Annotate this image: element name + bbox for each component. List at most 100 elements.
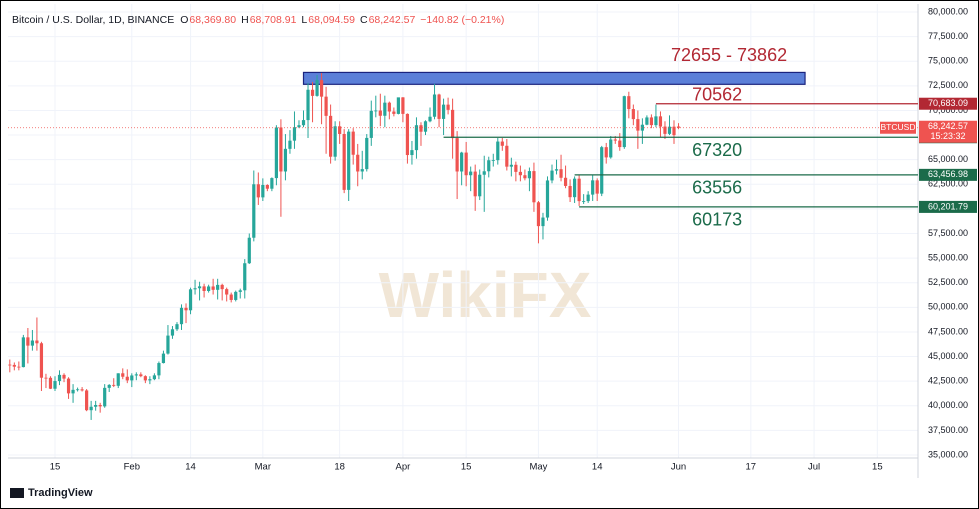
candle-body (324, 96, 328, 116)
candle-body (161, 353, 166, 364)
candle-body (283, 148, 288, 172)
candle-body (559, 169, 563, 178)
candle-body (636, 119, 640, 131)
ohlc-key: H (241, 14, 249, 26)
candle-body (21, 337, 25, 368)
candle-body (256, 184, 260, 198)
candle-body (143, 376, 147, 381)
candle-body (464, 152, 468, 176)
candle-body (80, 389, 84, 391)
y-tick-label: 72,500.00 (928, 80, 968, 90)
x-tick-label: 18 (334, 462, 345, 473)
x-tick-label: Mar (255, 462, 271, 473)
candle-body (292, 127, 297, 141)
ohlc-value: 68,242.57 (369, 14, 416, 26)
candle-body (469, 171, 473, 176)
ohlc-value: −140.82 (−0.21%) (420, 14, 504, 26)
candle-body (550, 170, 554, 181)
candle-body (577, 178, 581, 202)
candle-body (591, 180, 595, 195)
candle-body (193, 288, 197, 290)
candle-body (496, 141, 500, 161)
candle-body (125, 376, 129, 381)
candle-body (509, 164, 513, 167)
candle-body (423, 121, 428, 132)
price-tag (919, 200, 977, 213)
candle-body (157, 363, 161, 376)
candle-body (627, 96, 631, 110)
candle-body (315, 80, 319, 96)
y-tick-label: 57,500.00 (928, 228, 968, 238)
candle-body (301, 120, 306, 126)
x-tick-label: 14 (185, 462, 196, 473)
y-tick-label: 35,000.00 (928, 449, 968, 459)
candle-body (414, 125, 419, 151)
candle-body (184, 307, 188, 311)
candle-body (53, 381, 57, 389)
last-price-label: 68,242.57 (928, 121, 968, 131)
candle-body (667, 126, 672, 134)
candle-body (437, 94, 441, 119)
price-tag (919, 97, 977, 110)
candle-body (446, 104, 450, 110)
candle-body (66, 378, 71, 394)
candle-body (383, 102, 387, 116)
candle-body (107, 384, 111, 388)
candle-body (640, 124, 644, 131)
x-tick-label: Jun (671, 462, 686, 473)
x-tick-label: 14 (592, 462, 603, 473)
candle-body (396, 97, 400, 114)
candle-body (333, 126, 337, 157)
candle-body (112, 384, 116, 386)
candle-body (487, 160, 491, 172)
candle-body (121, 373, 125, 377)
candle-body (568, 185, 572, 198)
candle-body (536, 202, 541, 227)
candle-body (374, 110, 378, 112)
candle-body (342, 133, 346, 190)
candle-body (261, 184, 265, 198)
candle-body (220, 284, 224, 290)
candle-body (152, 375, 156, 380)
candle-body (48, 377, 53, 389)
candle-body (234, 291, 238, 300)
candle-body (30, 340, 34, 346)
candle-body (211, 286, 215, 290)
x-tick-label: May (529, 462, 547, 473)
candle-body (170, 329, 175, 336)
candle-body (554, 169, 559, 171)
candle-body (618, 140, 622, 148)
y-tick-label: 62,500.00 (928, 179, 968, 189)
candle-body (595, 180, 599, 194)
candle-body (360, 169, 364, 172)
brand: TradingView (28, 487, 93, 499)
candle-body (39, 343, 44, 378)
x-tick-label: 15 (50, 462, 61, 473)
candle-body (432, 94, 437, 117)
candle-body (505, 145, 509, 167)
candle-body (451, 109, 455, 139)
y-tick-label: 77,500.00 (928, 31, 968, 41)
candle-body (645, 117, 649, 125)
candle-body (17, 366, 21, 368)
candle-body (94, 404, 98, 407)
x-tick-label: Jul (808, 462, 820, 473)
x-tick-label: 17 (746, 462, 757, 473)
watermark: WikiFX (379, 259, 592, 331)
candle-body (491, 160, 495, 161)
candle-body (130, 375, 134, 381)
candle-body (609, 139, 613, 158)
candle-body (338, 126, 342, 134)
zone-label: 72655 - 73862 (671, 45, 787, 65)
candle-body (532, 171, 536, 203)
level-label: 70562 (692, 84, 742, 104)
candle-body (654, 116, 658, 126)
level-label: 60173 (692, 210, 742, 230)
symbol-tag (880, 121, 916, 134)
y-tick-label: 55,000.00 (928, 252, 968, 262)
y-tick-label: 45,000.00 (928, 351, 968, 361)
candle-body (518, 171, 522, 176)
candle-body (428, 116, 432, 122)
